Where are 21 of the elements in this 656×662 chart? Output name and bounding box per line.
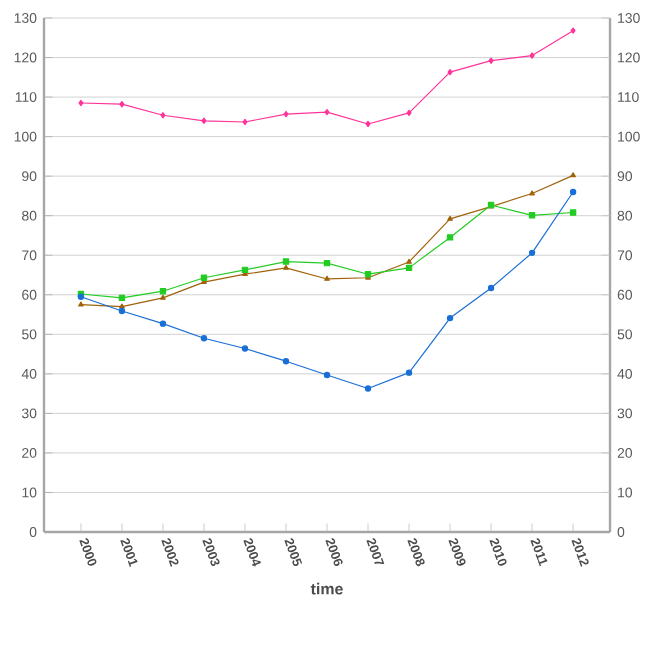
point [528, 212, 536, 219]
point [282, 258, 290, 265]
point [446, 314, 454, 322]
point [487, 284, 495, 292]
point [200, 335, 208, 342]
point [323, 371, 331, 379]
point [159, 320, 167, 327]
point [241, 345, 249, 352]
point [118, 294, 126, 302]
point [569, 188, 577, 196]
point [118, 307, 126, 315]
point [405, 264, 413, 272]
point [241, 266, 249, 274]
point [323, 259, 331, 267]
point [405, 369, 413, 376]
point [569, 209, 577, 216]
point [282, 358, 290, 365]
point [364, 385, 372, 392]
point [446, 234, 454, 241]
point [159, 288, 167, 295]
point [528, 249, 536, 257]
